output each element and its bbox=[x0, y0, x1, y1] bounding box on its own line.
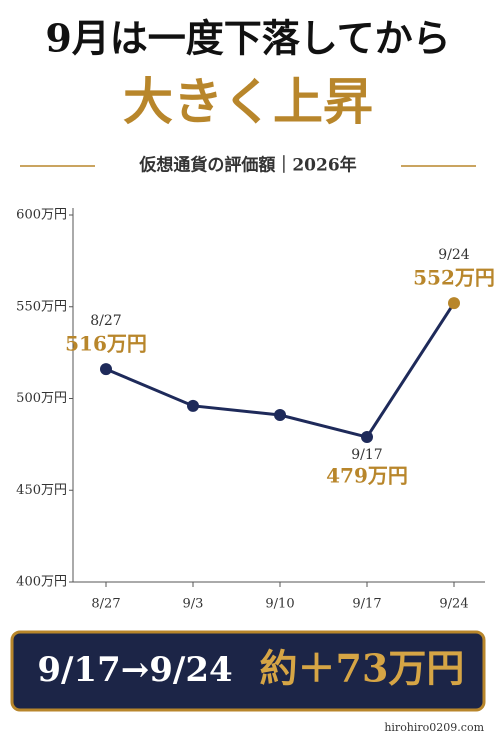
point-date: 9/17 bbox=[351, 447, 382, 463]
data-label: 516万円 bbox=[65, 332, 147, 356]
y-tick-label: 450万円 bbox=[16, 483, 67, 498]
chart-label: 仮想通貨の評価額｜2026年 bbox=[138, 155, 356, 176]
data-label: 552万円 bbox=[413, 266, 495, 290]
y-tick-label: 500万円 bbox=[16, 391, 67, 406]
point-date: 9/24 bbox=[438, 247, 470, 263]
chart-title: 9月は一度下落してから bbox=[45, 16, 450, 61]
point-date: 8/27 bbox=[90, 313, 121, 329]
x-tick-label: 9/3 bbox=[183, 597, 204, 612]
chart-subtitle: 大きく上昇 bbox=[123, 72, 373, 131]
data-label: 479万円 bbox=[326, 464, 408, 488]
banner bbox=[10, 630, 486, 712]
banner-period: 9/17→9/24 bbox=[37, 650, 232, 690]
point bbox=[187, 399, 199, 412]
x-tick-label: 9/24 bbox=[439, 597, 468, 612]
x-tick-label: 9/10 bbox=[265, 597, 294, 612]
point bbox=[274, 409, 286, 422]
y-tick-label: 600万円 bbox=[16, 208, 67, 223]
source: hirohiro0209.com bbox=[384, 721, 484, 734]
point bbox=[361, 431, 373, 444]
x-tick-label: 8/27 bbox=[91, 597, 120, 612]
x-tick-label: 9/17 bbox=[352, 597, 381, 612]
y-tick-label: 400万円 bbox=[16, 575, 67, 590]
y-tick-label: 550万円 bbox=[16, 299, 67, 314]
banner-change: 約＋73万円 bbox=[260, 646, 465, 691]
point bbox=[448, 297, 460, 310]
point bbox=[100, 363, 112, 376]
